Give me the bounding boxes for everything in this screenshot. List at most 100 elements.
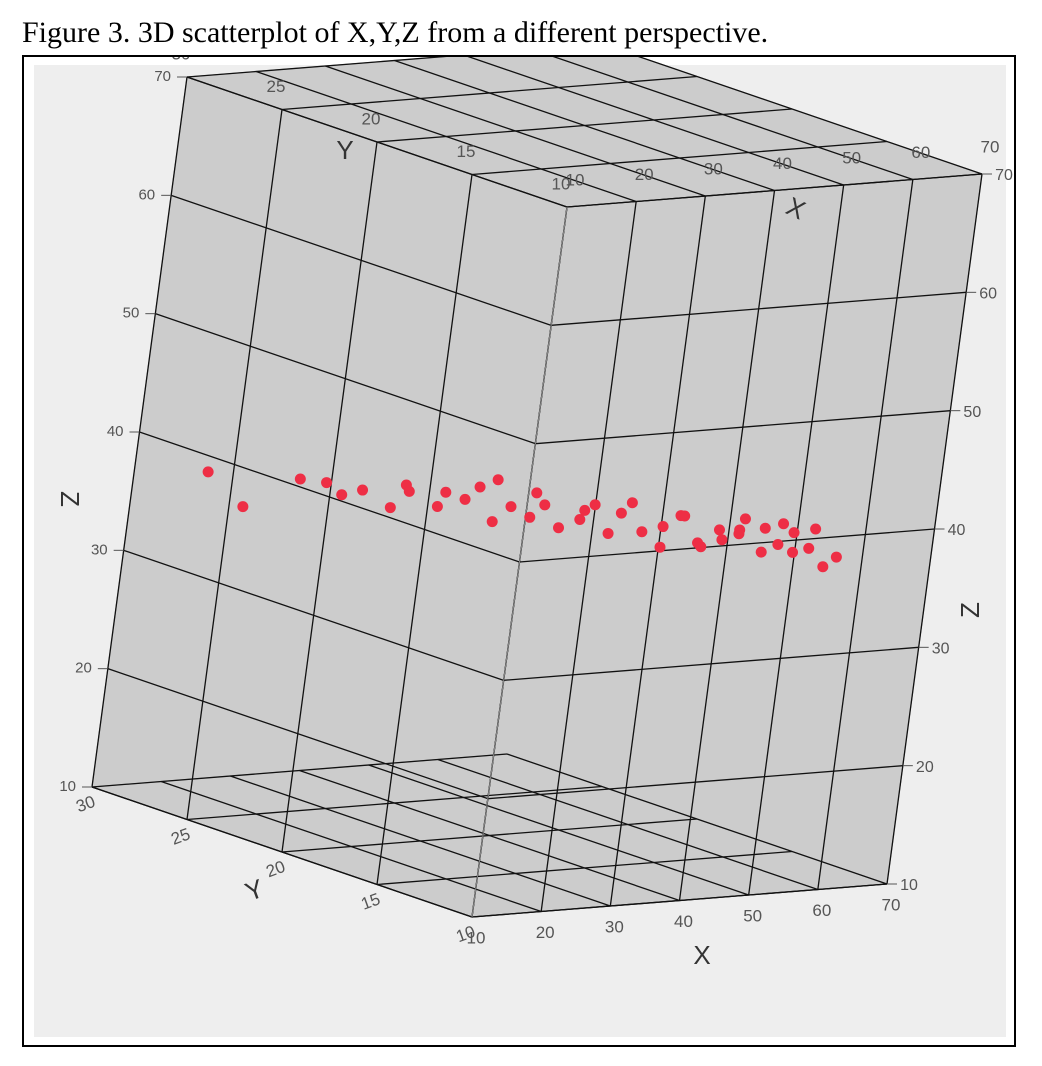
z-tick-label-right: 30 bbox=[932, 641, 950, 658]
scatterplot-3d: 1020304050607010203040506070101520253010… bbox=[55, 57, 1013, 970]
grid-line bbox=[748, 184, 845, 896]
grid-line bbox=[817, 179, 914, 890]
z-tick-label-right: 60 bbox=[979, 286, 997, 303]
data-point bbox=[459, 493, 471, 505]
data-point bbox=[716, 534, 728, 546]
grid-line bbox=[107, 668, 489, 800]
y-tick-label-top: 10 bbox=[552, 174, 571, 193]
grid-line bbox=[325, 65, 706, 197]
z-tick-label-left: 60 bbox=[138, 186, 155, 203]
grid-line bbox=[467, 57, 844, 186]
x-tick-label-top: 20 bbox=[635, 165, 654, 184]
z-tick-label-right: 70 bbox=[995, 167, 1013, 184]
data-point bbox=[553, 522, 565, 534]
data-point bbox=[524, 511, 536, 523]
data-point bbox=[772, 539, 784, 551]
y-axis-title-top: Y bbox=[336, 135, 353, 165]
z-tick-label-left: 30 bbox=[91, 541, 108, 558]
data-point bbox=[739, 513, 751, 525]
data-point bbox=[759, 522, 771, 534]
data-point bbox=[294, 473, 306, 485]
y-tick-label-top: 15 bbox=[457, 142, 476, 161]
grid-line bbox=[91, 786, 473, 918]
z-tick-label-right: 10 bbox=[900, 877, 918, 894]
data-point bbox=[431, 500, 443, 512]
data-point bbox=[810, 523, 822, 535]
data-point bbox=[486, 516, 498, 528]
data-point bbox=[237, 501, 249, 513]
data-point bbox=[654, 541, 666, 553]
grid-line bbox=[506, 753, 888, 885]
data-point bbox=[713, 524, 725, 536]
grid-line bbox=[155, 313, 536, 445]
data-point bbox=[803, 542, 815, 554]
data-point bbox=[695, 541, 707, 553]
grid-line bbox=[139, 431, 520, 563]
x-tick-label-top: 60 bbox=[911, 143, 930, 162]
data-point bbox=[626, 497, 638, 509]
data-point bbox=[830, 551, 842, 563]
data-point bbox=[778, 518, 790, 530]
x-tick-label-bottom: 60 bbox=[812, 901, 831, 920]
x-tick-label-top: 30 bbox=[704, 159, 723, 178]
data-point bbox=[636, 526, 648, 538]
data-point bbox=[579, 504, 591, 516]
data-point bbox=[440, 486, 452, 498]
z-tick-label-left: 50 bbox=[123, 305, 140, 322]
data-point bbox=[384, 502, 396, 514]
grid-line bbox=[255, 70, 637, 203]
data-point bbox=[321, 477, 333, 489]
data-point bbox=[539, 499, 551, 511]
x-tick-label-top: 70 bbox=[981, 137, 1000, 156]
grid-line bbox=[186, 76, 568, 208]
data-point bbox=[817, 561, 829, 573]
data-point bbox=[531, 487, 543, 499]
data-point bbox=[574, 513, 586, 525]
y-tick-label-bottom: 25 bbox=[169, 824, 193, 848]
grid-line bbox=[552, 57, 914, 181]
x-tick-label-top: 10 bbox=[566, 170, 585, 189]
data-point bbox=[202, 466, 214, 478]
x-tick-label-bottom: 70 bbox=[882, 895, 901, 914]
x-tick-label-top: 40 bbox=[773, 154, 792, 173]
y-tick-label-top: 20 bbox=[362, 109, 381, 128]
x-tick-label-bottom: 20 bbox=[536, 923, 555, 942]
data-point bbox=[505, 501, 517, 513]
data-point bbox=[787, 546, 799, 558]
grid-line bbox=[437, 758, 819, 891]
grid-line bbox=[170, 194, 552, 326]
data-point bbox=[657, 521, 669, 533]
z-tick-label-left: 40 bbox=[107, 423, 124, 440]
figure-caption: Figure 3. 3D scatterplot of X,Y,Z from a… bbox=[22, 16, 769, 49]
x-tick-label-bottom: 40 bbox=[674, 912, 693, 931]
z-axis-title-left: Z bbox=[55, 491, 85, 507]
x-tick-label-bottom: 50 bbox=[743, 906, 762, 925]
data-point bbox=[679, 510, 691, 522]
data-point bbox=[788, 527, 800, 539]
z-tick-label-left: 70 bbox=[154, 68, 171, 85]
data-point bbox=[474, 481, 486, 493]
data-point bbox=[615, 507, 627, 519]
data-point bbox=[492, 474, 504, 486]
z-tick-label-left: 20 bbox=[75, 660, 92, 677]
x-tick-label-bottom: 30 bbox=[605, 917, 624, 936]
grid-line bbox=[160, 780, 542, 913]
data-point bbox=[336, 489, 348, 501]
data-point bbox=[403, 485, 415, 497]
grid-line bbox=[540, 201, 637, 912]
y-axis-title-bottom: Y bbox=[241, 873, 268, 907]
y-tick-label-bottom: 30 bbox=[74, 792, 98, 816]
grid-line bbox=[299, 769, 680, 902]
y-tick-label-top: 30 bbox=[172, 57, 191, 63]
data-point bbox=[589, 499, 601, 511]
grid-line bbox=[368, 764, 749, 896]
box-edge bbox=[471, 206, 568, 918]
z-tick-label-right: 50 bbox=[963, 404, 981, 421]
grid-line bbox=[394, 59, 775, 192]
data-point bbox=[755, 546, 767, 558]
x-tick-label-bottom: 10 bbox=[467, 928, 486, 947]
z-tick-label-right: 40 bbox=[948, 522, 966, 539]
grid-line bbox=[230, 775, 611, 907]
data-point bbox=[602, 527, 614, 539]
z-axis-title-right: Z bbox=[955, 602, 985, 618]
